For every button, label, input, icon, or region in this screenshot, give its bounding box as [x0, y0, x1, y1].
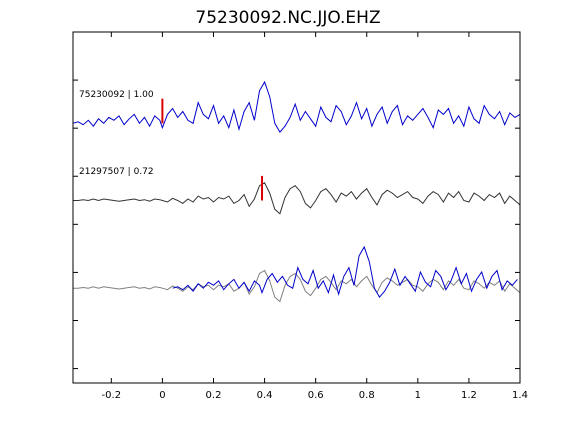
- trace-line-1: [72, 80, 521, 133]
- plot-frame: [72, 31, 521, 384]
- chart-title: 75230092.NC.JJO.EHZ: [195, 8, 380, 28]
- trace-line-2: [73, 182, 521, 215]
- x-tick-label: 0: [159, 390, 165, 401]
- overlay-line-2: [172, 245, 518, 298]
- trace-labels-layer: 75230092 | 1.00 21297507 | 0.72: [79, 90, 154, 177]
- x-tick-label: 0.8: [359, 390, 375, 401]
- x-tick-label: 0.2: [206, 390, 222, 401]
- x-tick-label: 1: [415, 390, 421, 401]
- x-tick-label: 0.6: [308, 390, 324, 401]
- x-tick-label: 1.4: [512, 390, 528, 401]
- x-tick-label: -0.2: [102, 390, 122, 401]
- x-tick-label: 0.4: [257, 390, 273, 401]
- trace-label-1: 75230092 | 1.00: [79, 90, 154, 100]
- traces-layer: [72, 80, 521, 303]
- axis-ticks-layer: -0.2 0 0.2 0.4 0.6 0.8 1 1.2 1.4: [73, 32, 528, 401]
- trace-label-2: 21297507 | 0.72: [79, 167, 154, 177]
- x-tick-label: 1.2: [461, 390, 477, 401]
